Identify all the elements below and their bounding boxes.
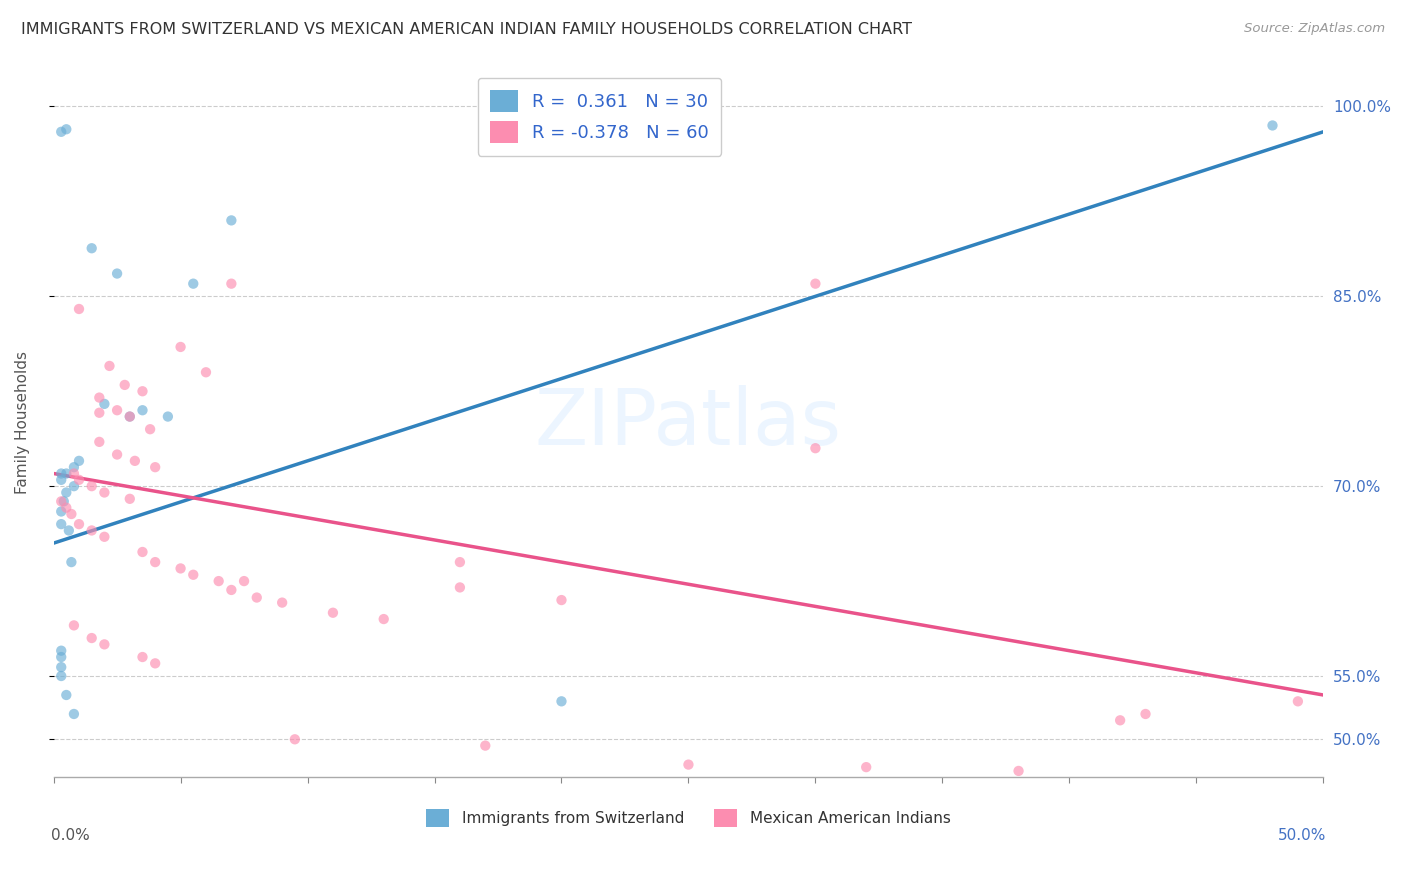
Point [221, 213, 243, 227]
Y-axis label: Family Households: Family Households [15, 351, 30, 494]
Point [80, 479, 103, 493]
Point [550, 694, 572, 708]
Point [804, 441, 827, 455]
Point [449, 581, 471, 595]
Point [60, 507, 83, 521]
Text: 50.0%: 50.0% [1278, 828, 1326, 843]
Point [63, 460, 86, 475]
Point [678, 757, 700, 772]
Point [93, 397, 115, 411]
Point [105, 267, 128, 281]
Point [80, 631, 103, 645]
Point [114, 378, 136, 392]
Point [105, 448, 128, 462]
Text: 0.0%: 0.0% [51, 828, 90, 843]
Point [89, 391, 111, 405]
Point [550, 593, 572, 607]
Point [60, 555, 83, 569]
Point [855, 760, 877, 774]
Point [63, 467, 86, 481]
Point [804, 277, 827, 291]
Point [221, 582, 243, 597]
Point [181, 567, 204, 582]
Point [131, 403, 153, 417]
Point [98, 359, 121, 373]
Point [63, 618, 86, 632]
Point [143, 657, 166, 671]
Point [55, 122, 77, 136]
Point [474, 739, 496, 753]
Point [80, 524, 103, 538]
Point [51, 473, 73, 487]
Point [89, 434, 111, 449]
Point [93, 485, 115, 500]
Point [105, 403, 128, 417]
Point [271, 596, 294, 610]
Point [1135, 706, 1157, 721]
Point [1109, 714, 1132, 728]
Point [51, 517, 73, 532]
Point [93, 637, 115, 651]
Point [449, 555, 471, 569]
Point [322, 606, 344, 620]
Point [63, 479, 86, 493]
Point [51, 494, 73, 508]
Point [51, 643, 73, 657]
Point [233, 574, 256, 588]
Point [52, 494, 75, 508]
Point [67, 473, 90, 487]
Point [51, 669, 73, 683]
Point [124, 454, 146, 468]
Point [1261, 119, 1284, 133]
Point [221, 277, 243, 291]
Point [67, 454, 90, 468]
Point [1286, 694, 1309, 708]
Point [51, 467, 73, 481]
Point [131, 650, 153, 665]
Point [55, 500, 77, 515]
Point [194, 365, 217, 379]
Point [89, 406, 111, 420]
Point [55, 467, 77, 481]
Point [284, 783, 307, 797]
Point [169, 561, 191, 575]
Point [703, 821, 725, 835]
Point [208, 574, 231, 588]
Point [118, 409, 141, 424]
Text: Source: ZipAtlas.com: Source: ZipAtlas.com [1244, 22, 1385, 36]
Point [169, 340, 191, 354]
Point [93, 530, 115, 544]
Point [67, 517, 90, 532]
Point [51, 650, 73, 665]
Point [284, 732, 307, 747]
Point [63, 706, 86, 721]
Point [51, 504, 73, 518]
Point [118, 808, 141, 822]
Point [436, 808, 458, 822]
Text: IMMIGRANTS FROM SWITZERLAND VS MEXICAN AMERICAN INDIAN FAMILY HOUSEHOLDS CORRELA: IMMIGRANTS FROM SWITZERLAND VS MEXICAN A… [21, 22, 912, 37]
Point [51, 660, 73, 674]
Point [131, 384, 153, 399]
Point [373, 612, 395, 626]
Point [156, 409, 179, 424]
Point [1007, 764, 1029, 778]
Point [131, 545, 153, 559]
Point [80, 241, 103, 255]
Legend: Immigrants from Switzerland, Mexican American Indians: Immigrants from Switzerland, Mexican Ame… [420, 803, 956, 833]
Point [181, 277, 204, 291]
Point [55, 688, 77, 702]
Point [58, 524, 80, 538]
Point [67, 301, 90, 316]
Point [51, 125, 73, 139]
Point [55, 485, 77, 500]
Point [118, 409, 141, 424]
Text: ZIPatlas: ZIPatlas [534, 384, 842, 461]
Point [139, 422, 162, 436]
Point [118, 491, 141, 506]
Point [143, 460, 166, 475]
Point [246, 591, 269, 605]
Point [143, 555, 166, 569]
